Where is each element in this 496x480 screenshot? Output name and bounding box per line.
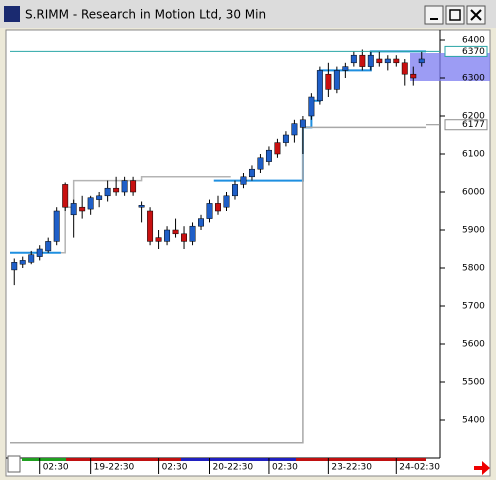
candle-body bbox=[418, 58, 425, 64]
x-tick-label: 23-22:30 bbox=[331, 463, 372, 473]
candle-body bbox=[367, 54, 374, 67]
candle-body bbox=[36, 248, 43, 257]
x-tick-label: 02:30 bbox=[43, 463, 69, 473]
y-tick-label: 5800 bbox=[462, 264, 485, 274]
candle-body bbox=[45, 241, 52, 252]
session-bar bbox=[181, 458, 296, 461]
candle-body bbox=[325, 73, 332, 90]
candle-body bbox=[147, 210, 154, 242]
candle-body bbox=[232, 184, 238, 197]
x-tick-label: 20-22:30 bbox=[213, 463, 254, 473]
x-tick-label: 02:30 bbox=[272, 463, 298, 473]
candle-body bbox=[198, 218, 204, 227]
candle-body bbox=[274, 142, 281, 155]
y-tick-label: 5400 bbox=[462, 416, 485, 426]
candle-body bbox=[240, 176, 247, 185]
candle-body bbox=[248, 168, 255, 178]
candle-body bbox=[130, 180, 137, 193]
candle-body bbox=[28, 254, 35, 263]
candle-body bbox=[155, 237, 162, 242]
y-tick-label: 5700 bbox=[462, 302, 485, 312]
candle-body bbox=[79, 206, 86, 212]
session-bar bbox=[296, 458, 426, 461]
candle-body bbox=[53, 210, 60, 242]
candle-body bbox=[333, 70, 340, 90]
price-marker-box bbox=[444, 119, 488, 131]
candle-body bbox=[393, 58, 400, 64]
candle-body bbox=[189, 225, 196, 242]
price-marker-label: 6370 bbox=[462, 47, 485, 57]
y-tick-label: 5900 bbox=[462, 226, 485, 236]
price-highlight bbox=[410, 53, 490, 81]
candle-body bbox=[121, 180, 128, 193]
candle-body bbox=[316, 70, 323, 102]
candle-body bbox=[87, 197, 94, 210]
candle-body bbox=[401, 62, 408, 75]
indicator-line bbox=[10, 126, 426, 444]
y-tick-label: 6200 bbox=[462, 112, 485, 122]
candle-body bbox=[384, 58, 391, 64]
candle-body bbox=[70, 203, 77, 216]
maximize-icon bbox=[449, 9, 461, 21]
candle-body bbox=[113, 187, 120, 193]
session-bar bbox=[66, 458, 181, 461]
candle-body bbox=[104, 187, 111, 197]
candle-body bbox=[282, 134, 289, 143]
candle-body bbox=[359, 54, 366, 67]
candle-body bbox=[299, 119, 306, 128]
candle-body bbox=[350, 54, 357, 64]
candle-body bbox=[215, 203, 221, 212]
chart-panel bbox=[5, 29, 491, 477]
candle-body bbox=[206, 203, 213, 219]
y-tick-label: 6400 bbox=[462, 36, 485, 46]
candle-body bbox=[308, 96, 315, 117]
candle-body bbox=[342, 66, 349, 71]
scroll-box[interactable] bbox=[7, 455, 21, 473]
y-tick-label: 6300 bbox=[462, 74, 485, 84]
candle-body bbox=[181, 233, 188, 242]
y-tick-label: 6100 bbox=[462, 150, 485, 160]
indicator-line bbox=[60, 176, 231, 254]
candle-body bbox=[410, 73, 417, 79]
candle-body bbox=[376, 58, 383, 64]
app-icon bbox=[4, 6, 20, 22]
candle-body bbox=[291, 123, 298, 136]
window-title: S.RIMM - Research in Motion Ltd, 30 Min bbox=[25, 8, 266, 22]
y-tick-label: 5600 bbox=[462, 340, 485, 350]
price-marker-label: 6177 bbox=[462, 120, 485, 130]
candle-body bbox=[164, 229, 171, 242]
candle-body bbox=[19, 260, 26, 265]
title-bar bbox=[0, 0, 496, 28]
candle-body bbox=[172, 229, 179, 235]
candle-body bbox=[265, 149, 272, 162]
maximize-button[interactable] bbox=[445, 5, 465, 25]
y-tick-label: 6000 bbox=[462, 188, 485, 198]
minimize-button[interactable] bbox=[424, 5, 444, 25]
x-tick-label: 02:30 bbox=[162, 463, 188, 473]
y-tick-label: 5500 bbox=[462, 378, 485, 388]
x-tick-label: 19-22:30 bbox=[94, 463, 135, 473]
scroll-arrow[interactable] bbox=[474, 461, 490, 475]
candle-body bbox=[11, 262, 18, 271]
candle-body bbox=[62, 184, 69, 208]
price-marker-box bbox=[444, 45, 488, 57]
x-tick-label: 24-02:30 bbox=[399, 463, 440, 473]
close-icon bbox=[470, 9, 482, 21]
candle-body bbox=[257, 157, 264, 170]
candle-body bbox=[223, 195, 230, 208]
session-bar bbox=[22, 458, 66, 461]
candle-body bbox=[96, 195, 103, 200]
candle-body bbox=[138, 205, 145, 208]
